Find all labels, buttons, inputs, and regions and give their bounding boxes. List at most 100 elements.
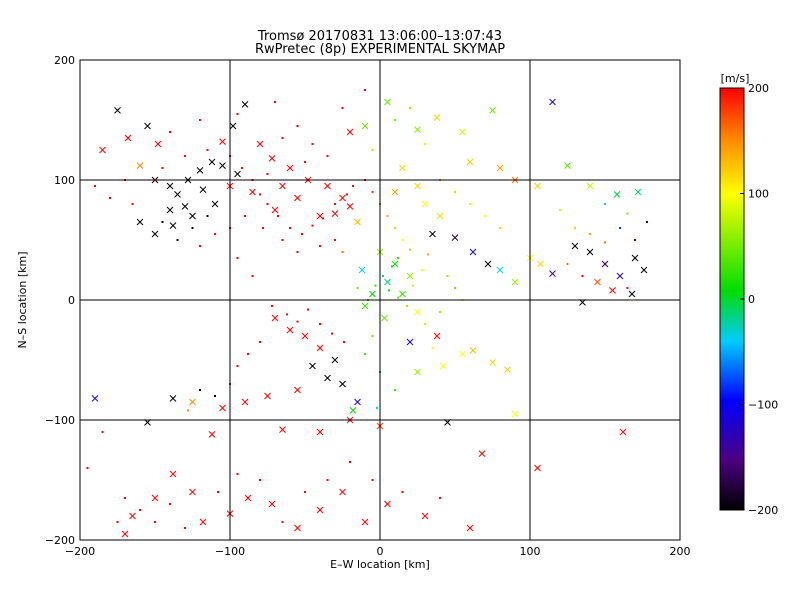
data-point-x xyxy=(594,278,601,286)
data-point-x xyxy=(256,140,264,148)
data-point-dot xyxy=(424,143,426,145)
data-point-dot xyxy=(206,149,209,151)
data-point-x xyxy=(166,206,174,214)
data-point-x xyxy=(628,290,636,298)
data-point-x xyxy=(151,230,159,238)
data-point-dot xyxy=(259,193,261,196)
data-point-dot xyxy=(346,193,348,196)
data-point-x xyxy=(361,302,369,310)
data-point-x xyxy=(114,107,121,114)
data-point-dot xyxy=(236,473,239,475)
data-point-x xyxy=(496,164,504,172)
data-point-x xyxy=(129,512,136,520)
y-tick-label: −100 xyxy=(45,414,75,427)
data-point-x xyxy=(268,155,276,162)
colorbar-tick-label: 100 xyxy=(748,188,769,201)
data-point-x xyxy=(459,128,466,136)
data-point-dot xyxy=(286,313,288,316)
data-point-dot xyxy=(236,113,239,115)
data-point-dot xyxy=(304,491,306,493)
data-point-x xyxy=(384,278,391,286)
data-point-x xyxy=(294,386,301,394)
data-point-dot xyxy=(334,239,336,241)
data-point-x xyxy=(616,272,624,280)
data-point-x xyxy=(534,182,541,190)
data-point-x xyxy=(601,260,609,268)
data-point-dot xyxy=(331,332,333,335)
chart-title-line2: RwPretec (8p) EXPERIMENTAL SKYMAP xyxy=(255,42,505,57)
data-point-dot xyxy=(236,365,239,367)
data-point-x xyxy=(219,138,226,145)
data-point-dot xyxy=(574,227,576,229)
data-point-x xyxy=(384,500,391,508)
data-point-dot xyxy=(326,479,329,481)
data-point-dot xyxy=(131,203,134,205)
data-point-dot xyxy=(646,221,648,223)
data-point-x xyxy=(301,332,309,340)
data-point-dot xyxy=(322,217,324,220)
data-point-dot xyxy=(184,155,186,157)
x-axis-label: E–W location [km] xyxy=(330,558,430,571)
data-point-dot xyxy=(161,167,164,169)
data-point-x xyxy=(189,212,196,220)
x-tick-label: −200 xyxy=(65,545,95,558)
data-point-x xyxy=(354,398,361,406)
data-point-dot xyxy=(169,503,171,505)
data-point-x xyxy=(339,488,346,496)
data-point-dot xyxy=(154,521,156,523)
data-point-x xyxy=(609,287,616,294)
data-point-dot xyxy=(439,311,441,313)
data-point-x xyxy=(208,158,216,166)
data-point-dot xyxy=(296,320,299,323)
data-point-dot xyxy=(281,239,284,241)
data-point-dot xyxy=(427,253,429,256)
data-point-dot xyxy=(566,263,569,265)
data-point-dot xyxy=(439,497,441,499)
data-point-dot xyxy=(431,347,434,349)
data-point-dot xyxy=(266,203,269,205)
data-point-dot xyxy=(271,305,273,307)
data-point-x xyxy=(469,347,477,354)
data-point-dot xyxy=(388,289,390,292)
data-point-dot xyxy=(454,287,456,289)
data-point-dot xyxy=(139,509,141,511)
data-point-dot xyxy=(214,233,216,235)
data-point-x xyxy=(144,122,151,130)
x-tick-label: 200 xyxy=(670,545,691,558)
data-point-x xyxy=(166,182,174,190)
data-point-x xyxy=(489,107,496,114)
data-point-dot xyxy=(289,227,291,229)
data-point-dot xyxy=(241,167,243,169)
data-point-dot xyxy=(386,215,389,217)
data-point-x xyxy=(286,164,294,172)
data-point-dot xyxy=(301,233,303,235)
data-point-x xyxy=(174,191,181,198)
data-point-x xyxy=(414,308,421,316)
data-point-x xyxy=(399,290,406,298)
data-point-dot xyxy=(274,101,276,103)
data-point-dot xyxy=(326,155,329,157)
x-tick-label: 100 xyxy=(520,545,541,558)
data-point-x xyxy=(324,182,331,190)
data-point-x xyxy=(436,212,444,220)
data-point-x xyxy=(414,368,421,376)
data-point-x xyxy=(496,266,504,274)
data-point-x xyxy=(316,428,324,436)
data-point-dot xyxy=(401,239,404,241)
data-point-dot xyxy=(626,287,629,289)
data-point-dot xyxy=(397,296,399,299)
data-point-x xyxy=(234,170,241,178)
data-point-dot xyxy=(206,215,209,217)
data-point-x xyxy=(399,164,406,172)
y-axis-label: N–S location [km] xyxy=(16,251,29,348)
data-point-x xyxy=(586,182,594,190)
data-point-dot xyxy=(421,269,423,271)
data-point-x xyxy=(634,188,642,196)
data-point-x xyxy=(241,398,249,406)
data-point-dot xyxy=(406,305,408,307)
data-point-dot xyxy=(619,227,621,229)
y-tick-label: 100 xyxy=(54,174,75,187)
data-point-dot xyxy=(217,491,219,493)
data-point-x xyxy=(619,428,627,436)
data-point-dot xyxy=(281,137,284,139)
